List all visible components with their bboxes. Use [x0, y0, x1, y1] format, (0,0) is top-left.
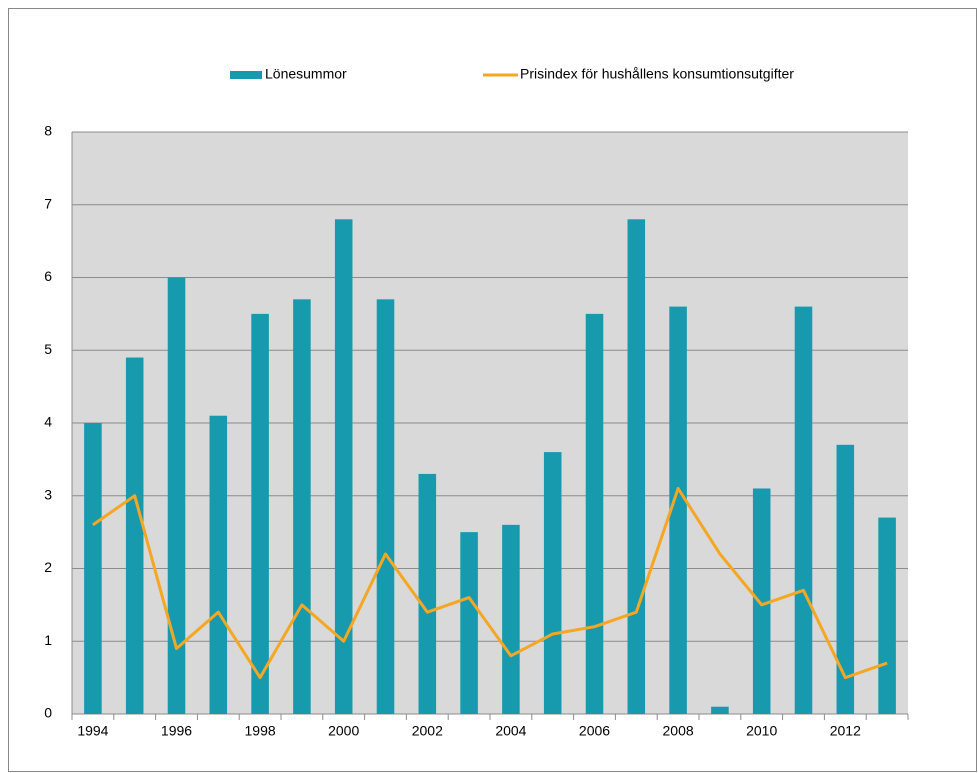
y-tick-label: 1: [44, 632, 52, 648]
bar: [585, 313, 604, 714]
y-tick-label: 5: [44, 341, 52, 357]
bar: [376, 299, 395, 714]
bar: [836, 444, 855, 714]
bar: [293, 299, 311, 714]
x-tick-label: 1994: [77, 723, 108, 739]
bar: [794, 306, 813, 714]
legend-label: Prisindex för hushållens konsumtionsutgi…: [520, 66, 794, 82]
y-tick-label: 3: [44, 486, 52, 502]
bar: [669, 306, 687, 714]
x-tick-label: 2010: [746, 723, 777, 739]
x-tick-label: 2002: [412, 723, 443, 739]
legend-label: Lönesummor: [265, 66, 347, 82]
bar: [627, 219, 646, 715]
bar: [334, 219, 353, 715]
bar: [209, 415, 228, 714]
bar: [125, 357, 144, 714]
bar: [543, 452, 562, 714]
y-tick-label: 7: [44, 195, 52, 211]
bar: [460, 532, 478, 714]
x-tick-label: 1996: [161, 723, 192, 739]
bar: [84, 423, 102, 714]
y-tick-label: 2: [44, 559, 52, 575]
y-tick-label: 6: [44, 268, 52, 284]
y-tick-label: 8: [44, 123, 52, 139]
bar: [418, 473, 437, 714]
bar: [752, 488, 771, 714]
x-tick-label: 2000: [328, 723, 359, 739]
bar: [167, 277, 186, 714]
legend-swatch: [230, 71, 262, 79]
bar: [502, 524, 520, 714]
x-tick-label: 2004: [495, 723, 526, 739]
y-tick-label: 0: [44, 705, 52, 721]
bar: [711, 706, 729, 714]
x-tick-label: 2012: [830, 723, 861, 739]
bar: [878, 517, 896, 714]
x-tick-label: 2006: [579, 723, 610, 739]
line: [92, 486, 888, 680]
x-tick-label: 2008: [663, 723, 694, 739]
bar: [251, 313, 269, 714]
y-tick-label: 4: [44, 414, 52, 430]
x-tick-label: 1998: [245, 723, 276, 739]
